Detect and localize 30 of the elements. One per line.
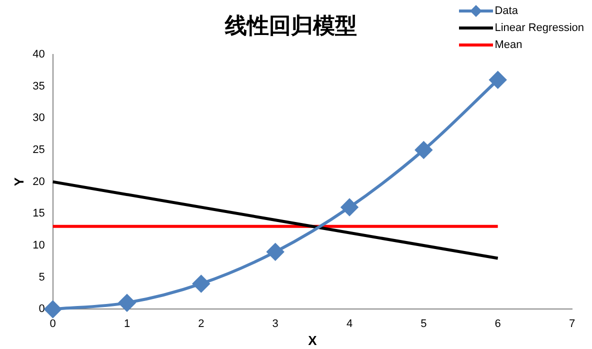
legend-label: Linear Regression: [494, 22, 584, 34]
point: [415, 141, 432, 158]
point: [44, 300, 62, 318]
y-tick-label: 25: [32, 144, 45, 156]
point: [266, 243, 284, 260]
y-axis-title: Y: [11, 177, 26, 186]
legend-label: Data: [494, 4, 518, 16]
y-tick-label: 15: [32, 208, 45, 220]
x-tick-label: 0: [50, 318, 56, 330]
legend-label: Mean: [494, 38, 522, 50]
y-tick-label: 35: [32, 80, 45, 92]
chart-title: 线性回归模型: [224, 12, 357, 39]
point: [489, 71, 506, 88]
y-tick-label: 30: [32, 112, 45, 124]
x-tick-label: 6: [494, 318, 501, 330]
y-tick-label: 40: [32, 48, 45, 60]
x-tick-label: 4: [346, 318, 353, 330]
y-tick-label: 0: [38, 303, 45, 316]
x-tick-label: 5: [420, 318, 427, 330]
x-axis-title: X: [308, 332, 318, 348]
x-tick-label: 7: [568, 318, 576, 330]
y-tick-label: 10: [32, 240, 45, 252]
point: [341, 198, 358, 216]
point: [192, 275, 210, 292]
x-tick-label: 2: [198, 318, 204, 330]
point: [118, 294, 136, 312]
x-tick-label: 1: [124, 318, 130, 330]
x-tick-label: 3: [272, 318, 278, 330]
y-tick-label: 5: [38, 271, 45, 284]
y-tick-label: 20: [32, 176, 45, 188]
